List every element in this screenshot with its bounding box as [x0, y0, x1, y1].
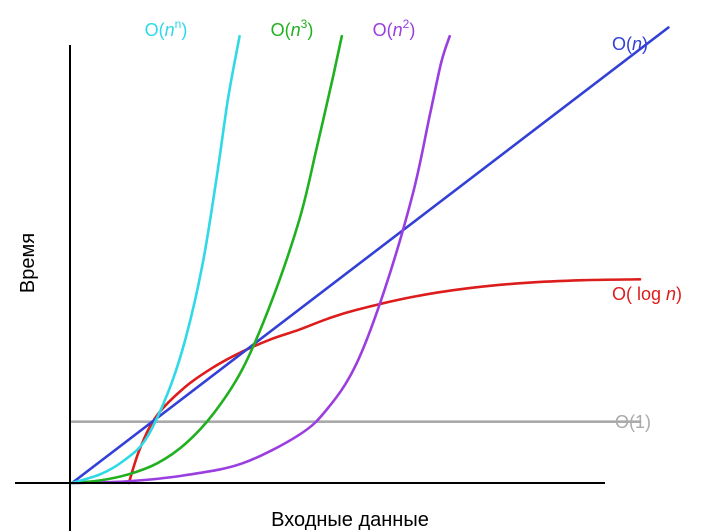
label-layer: O(1) O( log n) O(n) O(n2) O(n3) O(nn) — [145, 17, 682, 432]
x-axis-label: Входные данные — [271, 509, 429, 531]
series-label-o-nn: O(nn) — [145, 17, 188, 40]
series-label-o-n: O(n) — [612, 34, 648, 54]
series-label-o-log-n: O( log n) — [612, 284, 682, 304]
series-line-o-log-n — [127, 278, 642, 485]
series-line-o-n2 — [70, 34, 451, 485]
series-label-o-n3: O(n3) — [271, 17, 314, 40]
y-axis-label: Время — [17, 233, 39, 293]
series-line-o-n3 — [70, 34, 344, 485]
series-line-o-n — [70, 26, 670, 485]
series-label-o-1: O(1) — [615, 412, 651, 432]
series-label-o-n2: O(n2) — [373, 17, 416, 40]
series-line-o-nn — [70, 34, 241, 485]
series-layer — [70, 26, 670, 485]
